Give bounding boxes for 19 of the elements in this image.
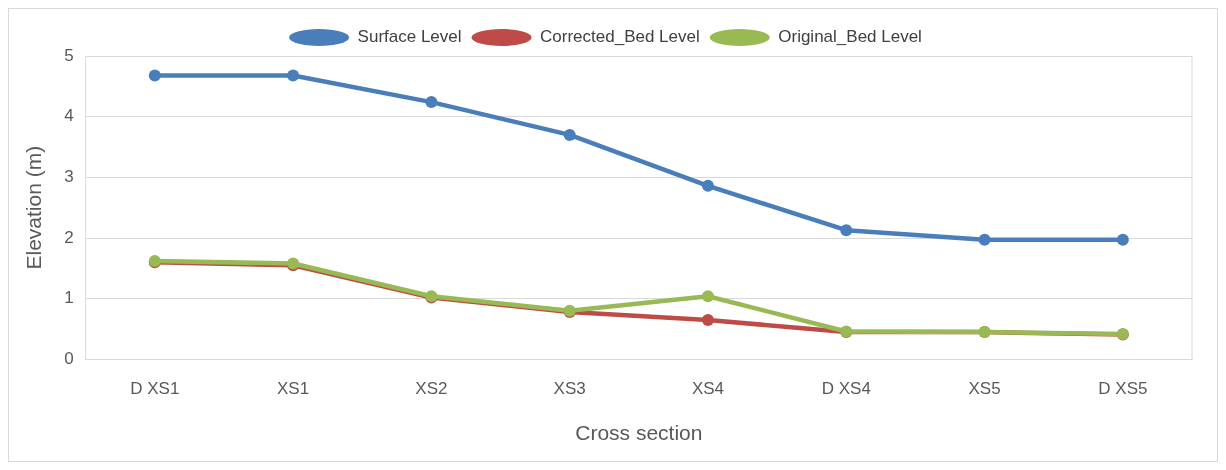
- x-tick-label: XS3: [553, 379, 586, 399]
- x-tick-label: D XS4: [821, 379, 871, 399]
- y-tick-label: 5: [64, 45, 74, 65]
- x-tick-label: XS5: [968, 379, 1001, 399]
- y-axis-title: Elevation (m): [22, 145, 46, 270]
- x-tick-label: XS1: [277, 379, 310, 399]
- y-tick-label: 3: [64, 167, 74, 187]
- y-tick-label: 1: [64, 288, 74, 308]
- legend-label: Corrected_Bed Level: [540, 27, 700, 47]
- legend-label: Surface Level: [357, 27, 462, 47]
- x-axis-title: Cross section: [575, 421, 703, 445]
- y-tick-label: 2: [64, 227, 74, 247]
- x-tick-label: XS2: [415, 379, 448, 399]
- x-tick-label: D XS1: [130, 379, 180, 399]
- x-tick-label: D XS5: [1098, 379, 1148, 399]
- legend-label: Original_Bed Level: [778, 27, 922, 47]
- y-tick-label: 0: [64, 349, 74, 369]
- x-tick-label: XS4: [691, 379, 725, 399]
- y-tick-label: 4: [64, 106, 74, 126]
